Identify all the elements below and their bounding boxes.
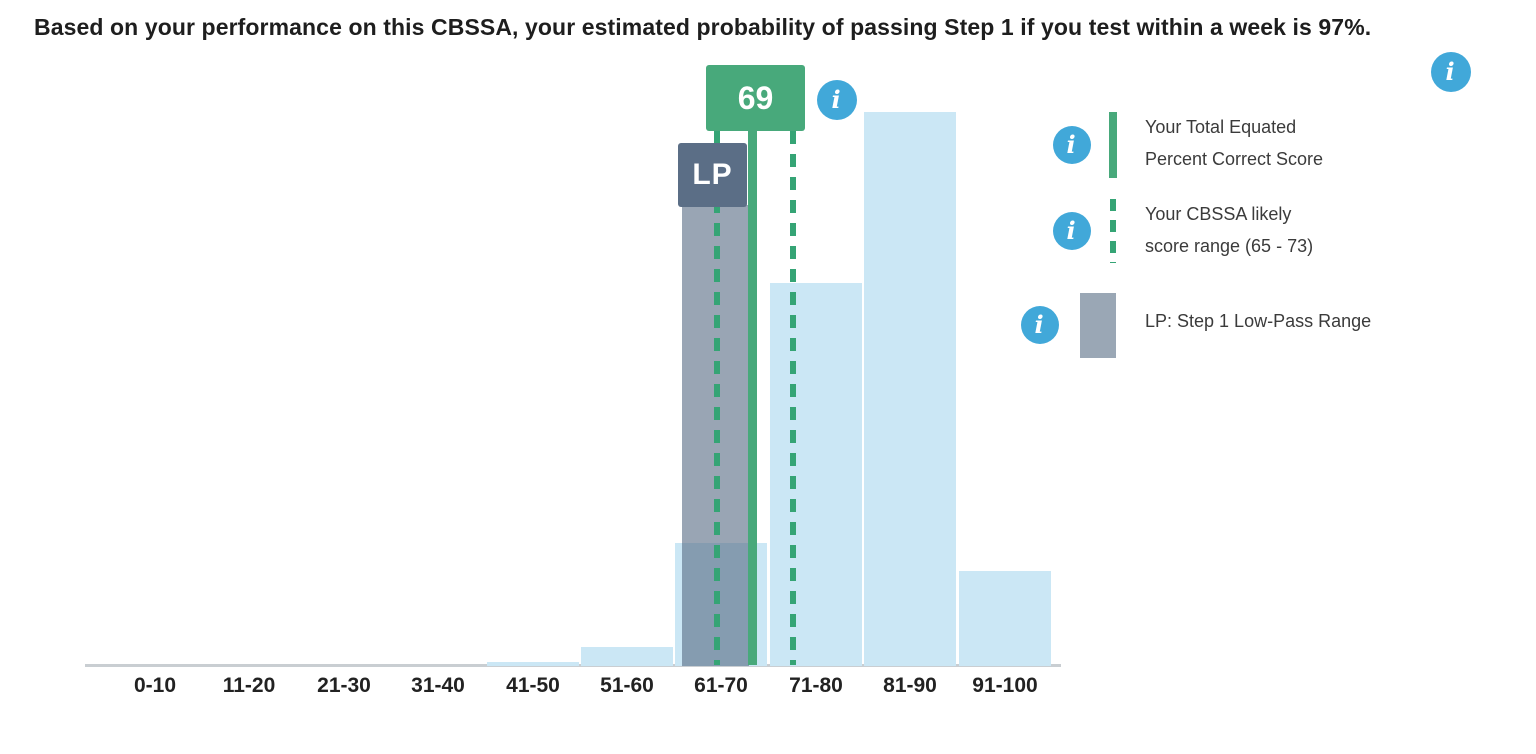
- likely-range-upper-line: [790, 131, 796, 665]
- info-icon-glyph: i: [831, 85, 841, 114]
- legend-item-score-line1: Your Total Equated: [1145, 117, 1297, 137]
- info-icon-glyph: i: [1445, 57, 1455, 86]
- score-value: 69: [737, 79, 774, 116]
- likely-range-lower-line: [714, 131, 720, 665]
- legend-item-lp-range-line1: LP: Step 1 Low-Pass Range: [1145, 311, 1372, 331]
- score-marker-box: 69: [706, 65, 805, 131]
- info-icon[interactable]: i: [1021, 306, 1059, 344]
- lp-label: LP: [692, 158, 733, 191]
- x-axis-tick-91-100: 91-100: [972, 674, 1038, 697]
- histogram-bar-81-90: [864, 112, 956, 666]
- info-icon[interactable]: i: [1431, 52, 1471, 92]
- histogram-bar-71-80: [770, 283, 862, 666]
- info-icon[interactable]: i: [1053, 126, 1091, 164]
- x-axis-tick-11-20: 11-20: [222, 674, 276, 697]
- info-icon-glyph: i: [1066, 130, 1076, 159]
- x-axis-tick-51-60: 51-60: [600, 674, 654, 697]
- info-icon[interactable]: i: [1053, 212, 1091, 250]
- legend-item-score-line2: Percent Correct Score: [1145, 149, 1324, 169]
- page-title: Based on your performance on this CBSSA,…: [34, 14, 1372, 40]
- legend-swatch-lp-range: [1080, 293, 1116, 358]
- x-axis-tick-71-80: 71-80: [789, 674, 843, 697]
- legend-item-score: Your Total Equated Percent Correct Score: [1145, 111, 1323, 175]
- info-icon[interactable]: i: [817, 80, 857, 120]
- histogram-bar-51-60: [581, 647, 673, 666]
- lp-marker-box: LP: [678, 143, 747, 207]
- x-axis-tick-61-70: 61-70: [694, 674, 748, 697]
- score-line: [748, 131, 757, 665]
- legend-swatch-score-line: [1109, 112, 1117, 178]
- histogram-bar-41-50: [487, 662, 579, 666]
- x-axis-tick-31-40: 31-40: [411, 674, 465, 697]
- x-axis-tick-0-10: 0-10: [133, 674, 177, 697]
- legend-item-likely-range: Your CBSSA likely score range (65 - 73): [1145, 198, 1313, 262]
- legend-item-lp-range: LP: Step 1 Low-Pass Range: [1145, 305, 1371, 337]
- info-icon-glyph: i: [1066, 216, 1076, 245]
- histogram-bar-91-100: [959, 571, 1051, 666]
- legend-item-likely-range-line2: score range (65 - 73): [1145, 236, 1314, 256]
- x-axis-tick-81-90: 81-90: [883, 674, 937, 697]
- x-axis-tick-41-50: 41-50: [506, 674, 560, 697]
- x-axis-tick-21-30: 21-30: [317, 674, 371, 697]
- info-icon-glyph: i: [1034, 310, 1044, 339]
- legend-swatch-likely-range: [1110, 199, 1116, 263]
- legend-item-likely-range-line1: Your CBSSA likely: [1145, 204, 1292, 224]
